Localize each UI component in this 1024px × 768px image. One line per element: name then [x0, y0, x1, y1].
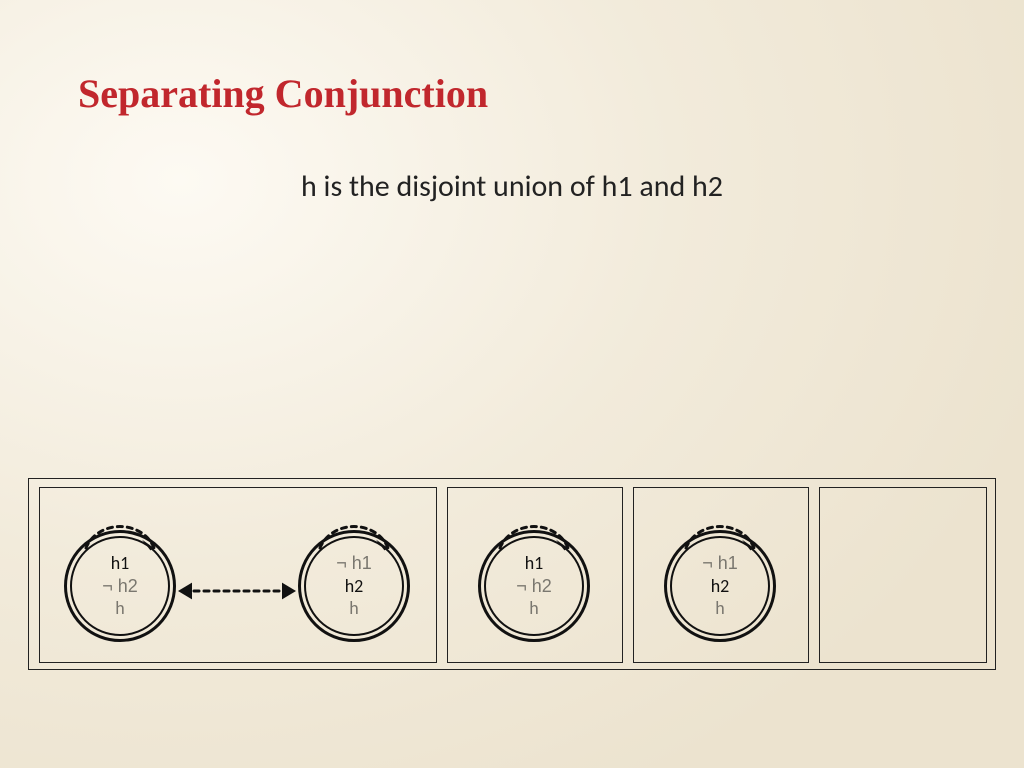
node-label-line: h1	[64, 552, 176, 575]
diagram-panel-1: h1¬ h2h¬ h1h2h	[39, 487, 437, 663]
diagram-panel-2: h1¬ h2h	[447, 487, 623, 663]
node-label-line: ¬ h1	[664, 552, 776, 575]
node-label-line: h2	[664, 575, 776, 598]
node-label-line: h1	[478, 552, 590, 575]
node-label-line: h2	[298, 575, 410, 598]
node-labels: ¬ h1h2h	[298, 552, 410, 620]
state-node: ¬ h1h2h	[664, 530, 776, 642]
node-label-line: ¬ h2	[64, 575, 176, 598]
node-label-line: h	[64, 597, 176, 620]
node-label-line: h	[478, 597, 590, 620]
state-node: h1¬ h2h	[64, 530, 176, 642]
node-labels: h1¬ h2h	[478, 552, 590, 620]
state-node: ¬ h1h2h	[298, 530, 410, 642]
node-label-line: ¬ h2	[478, 575, 590, 598]
state-node: h1¬ h2h	[478, 530, 590, 642]
node-labels: ¬ h1h2h	[664, 552, 776, 620]
slide-title: Separating Conjunction	[78, 70, 488, 117]
slide-subtitle: h is the disjoint union of h1 and h2	[0, 168, 1024, 205]
diagram-panel-4	[819, 487, 987, 663]
node-labels: h1¬ h2h	[64, 552, 176, 620]
diagram-panel-3: ¬ h1h2h	[633, 487, 809, 663]
node-label-line: ¬ h1	[298, 552, 410, 575]
diagram-outer-frame: h1¬ h2h¬ h1h2h h1¬ h2h ¬ h1h2h	[28, 478, 996, 670]
node-label-line: h	[664, 597, 776, 620]
bidirectional-connector	[178, 576, 296, 606]
node-label-line: h	[298, 597, 410, 620]
